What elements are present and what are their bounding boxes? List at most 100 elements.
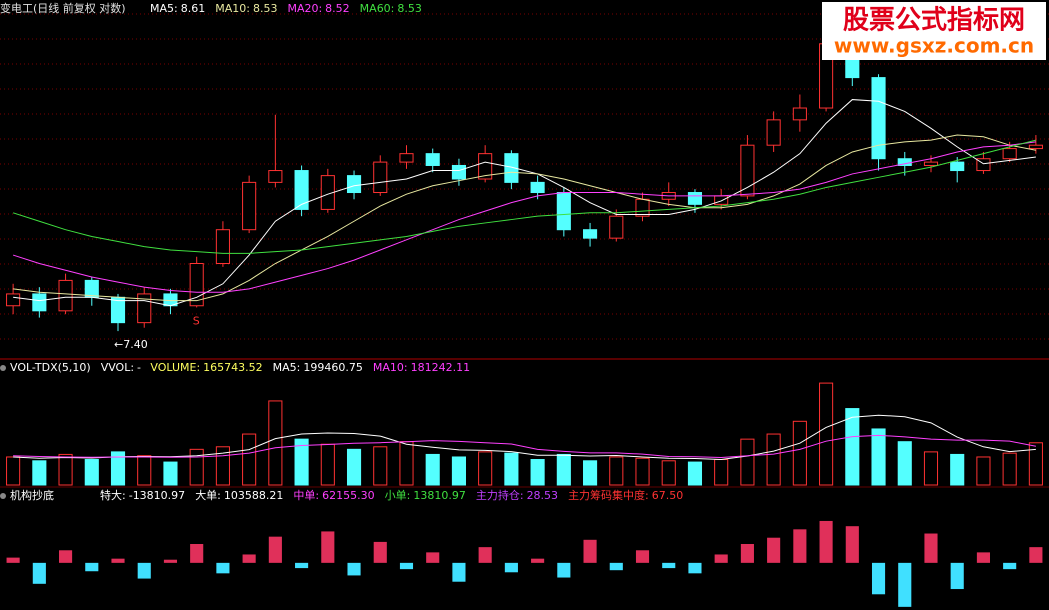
candle-body (714, 195, 729, 205)
indicator-bar (504, 562, 518, 573)
readout-name: VOL-TDX(5,10) (10, 361, 91, 374)
candle-body (766, 119, 781, 146)
volume-bar (1028, 442, 1043, 486)
stock-title: 变电工(日线 前复权 对数) (0, 1, 126, 15)
readout-name: MA5: (150, 2, 178, 15)
candle-body (1028, 144, 1043, 150)
volume-bar (1002, 452, 1017, 486)
indicator-bar (190, 544, 204, 563)
readout-name: 主力持仓: (476, 488, 524, 502)
readout-value: 199460.75 (303, 361, 363, 374)
annotation: S (193, 314, 200, 327)
volume-bar (635, 457, 650, 486)
indicator-bar (767, 537, 781, 563)
volume-bar (425, 453, 440, 486)
readout-row: MA5: 8.61 MA10: 8.53 MA20: 8.52 MA60: 8.53 (150, 2, 422, 15)
volume-bar (871, 428, 886, 486)
volume-bar (320, 443, 335, 486)
candle-body (923, 161, 939, 166)
readout-name: MA5: (273, 361, 301, 374)
candle-body (373, 161, 388, 194)
ma-line (13, 134, 1036, 302)
volume-bar (373, 446, 388, 486)
candle-body (242, 181, 257, 231)
indicator-bar (583, 539, 597, 563)
candle-body (346, 175, 362, 194)
watermark-box (822, 2, 1046, 60)
volume-bar (137, 455, 152, 486)
readout-value: 67.50 (652, 489, 684, 502)
ma-line (13, 434, 1036, 458)
volume-bar (478, 451, 493, 486)
candle-body (504, 153, 519, 183)
readout-value: -13810.97 (129, 489, 185, 502)
candle-body (294, 170, 309, 210)
indicator-bar (85, 562, 99, 572)
indicator-bar (1003, 562, 1017, 570)
readout-name: MA20: (287, 2, 322, 15)
candle-body (687, 192, 703, 205)
readout-name: 大单: (195, 488, 221, 502)
volume-bar (110, 451, 126, 486)
indicator-bar (216, 562, 230, 574)
volume-bar (976, 456, 991, 486)
indicator-bar (531, 558, 545, 563)
candle-body (583, 229, 598, 239)
watermark-title: 股票公式指标网 (843, 6, 1025, 36)
volume-bar (687, 461, 703, 486)
indicator-bar (609, 562, 623, 571)
indicator-bar (163, 559, 178, 563)
ma-line (12, 141, 1036, 293)
candle-body (399, 153, 414, 163)
indicator-bar (242, 554, 256, 563)
readout-name: MA10: (215, 2, 250, 15)
readout-value: 103588.21 (224, 489, 284, 502)
ma-line (12, 139, 1037, 254)
watermark-url: www.gsxz.com.cn (834, 34, 1034, 58)
indicator-bar (714, 554, 728, 563)
readout-name: MA60: (360, 2, 395, 15)
volume-bar (6, 456, 21, 486)
indicator-bar (740, 544, 754, 563)
volume-bar (556, 453, 571, 486)
indicator-bar (137, 562, 151, 579)
candle-body (84, 279, 99, 298)
volume-bar (399, 441, 414, 486)
candle-body (609, 215, 624, 239)
volume-bar (189, 448, 204, 486)
indicator-bar (793, 529, 807, 563)
readout-value: 13810.97 (413, 489, 466, 502)
indicator-bar (662, 562, 676, 569)
candle-body (268, 170, 283, 183)
indicator-bar (871, 562, 886, 595)
readout-value: 8.53 (397, 2, 422, 15)
candle-body (556, 192, 571, 231)
indicator-bar (452, 562, 466, 582)
pane-icon (0, 365, 6, 371)
indicator-bar (898, 562, 912, 607)
indicator-bar (321, 531, 335, 563)
readout-value: 8.61 (181, 2, 206, 15)
volume-bar (32, 460, 47, 486)
volume-bar (530, 459, 545, 486)
readout-name: VOLUME: (150, 361, 200, 374)
volume-bar (504, 452, 519, 486)
indicator-bar (295, 562, 309, 569)
indicator-bar (399, 562, 414, 570)
volume-bar (346, 448, 362, 486)
readout-name: 特大: (100, 488, 126, 502)
volume-bar (740, 438, 755, 486)
volume-bar (583, 460, 598, 486)
candle-body (635, 198, 650, 217)
candle-body (58, 279, 73, 312)
volume-bar (294, 438, 309, 486)
volume-bar (242, 433, 257, 486)
indicator-bar (1029, 547, 1043, 563)
indicator-bar (635, 550, 650, 563)
volume-bar (451, 456, 466, 486)
indicator-bar (373, 541, 387, 563)
indicator-bar (59, 550, 73, 563)
ma-line (13, 99, 1036, 307)
readout-value: 181242.11 (411, 361, 471, 374)
